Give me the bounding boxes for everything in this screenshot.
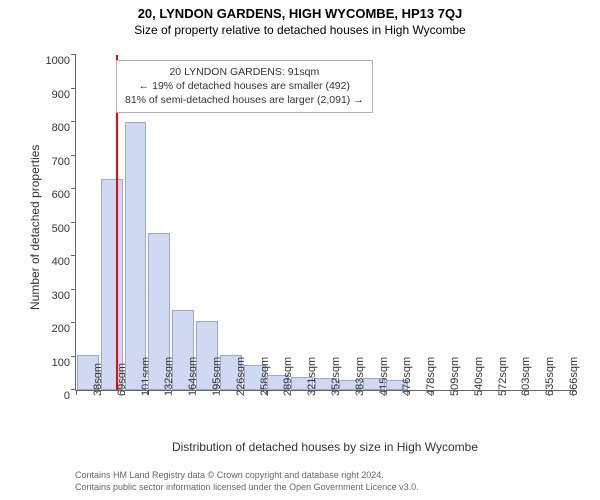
x-tick-mark <box>147 390 148 395</box>
annotation-line: ← 19% of detached houses are smaller (49… <box>125 79 364 93</box>
y-tick-label: 500 <box>52 223 76 235</box>
y-tick-label: 300 <box>52 290 76 302</box>
annotation-line: 20 LYNDON GARDENS: 91sqm <box>125 65 364 79</box>
y-tick-mark <box>71 54 76 55</box>
x-tick-label: 476sqm <box>401 357 413 396</box>
x-tick-mark <box>171 390 172 395</box>
x-tick-label: 352sqm <box>330 357 342 396</box>
y-tick-mark <box>71 121 76 122</box>
y-tick-mark <box>71 322 76 323</box>
x-tick-mark <box>409 390 410 395</box>
histogram-bar <box>125 122 147 390</box>
x-tick-label: 321sqm <box>306 357 318 396</box>
credit-line: Contains public sector information licen… <box>75 482 419 494</box>
x-tick-label: 478sqm <box>425 357 437 396</box>
y-tick-mark <box>71 155 76 156</box>
x-tick-mark <box>266 390 267 395</box>
chart-title-secondary: Size of property relative to detached ho… <box>0 21 600 37</box>
x-tick-mark <box>100 390 101 395</box>
x-tick-label: 509sqm <box>449 357 461 396</box>
y-tick-label: 100 <box>52 357 76 369</box>
x-tick-label: 603sqm <box>520 357 532 396</box>
x-tick-mark <box>243 390 244 395</box>
x-tick-label: 540sqm <box>473 357 485 396</box>
x-tick-mark <box>433 390 434 395</box>
y-tick-mark <box>71 255 76 256</box>
x-tick-mark <box>386 390 387 395</box>
x-tick-mark <box>290 390 291 395</box>
y-tick-label: 900 <box>52 89 76 101</box>
y-tick-mark <box>71 188 76 189</box>
x-tick-mark <box>219 390 220 395</box>
y-axis-label: Number of detached properties <box>28 145 42 310</box>
x-tick-mark <box>362 390 363 395</box>
x-tick-mark <box>481 390 482 395</box>
x-axis-label: Distribution of detached houses by size … <box>75 440 575 454</box>
x-tick-mark <box>338 390 339 395</box>
x-tick-label: 635sqm <box>544 357 556 396</box>
x-tick-label: 415sqm <box>378 357 390 396</box>
histogram-bar <box>101 179 123 390</box>
x-tick-mark <box>195 390 196 395</box>
x-tick-label: 383sqm <box>354 357 366 396</box>
annotation-line: 81% of semi-detached houses are larger (… <box>125 93 364 107</box>
x-tick-mark <box>457 390 458 395</box>
x-tick-mark <box>552 390 553 395</box>
y-tick-label: 400 <box>52 256 76 268</box>
y-tick-label: 200 <box>52 323 76 335</box>
y-tick-mark <box>71 88 76 89</box>
y-tick-label: 1000 <box>46 55 76 67</box>
x-tick-label: 666sqm <box>568 357 580 396</box>
x-tick-label: 572sqm <box>497 357 509 396</box>
y-tick-mark <box>71 222 76 223</box>
y-tick-label: 600 <box>52 189 76 201</box>
x-tick-mark <box>528 390 529 395</box>
x-tick-mark <box>314 390 315 395</box>
y-tick-label: 0 <box>64 390 76 402</box>
credit-line: Contains HM Land Registry data © Crown c… <box>75 470 419 482</box>
x-tick-mark <box>124 390 125 395</box>
annotation-box: 20 LYNDON GARDENS: 91sqm← 19% of detache… <box>116 60 373 113</box>
y-tick-label: 700 <box>52 156 76 168</box>
x-tick-mark <box>505 390 506 395</box>
chart-title-primary: 20, LYNDON GARDENS, HIGH WYCOMBE, HP13 7… <box>0 0 600 21</box>
y-tick-mark <box>71 356 76 357</box>
y-tick-mark <box>71 289 76 290</box>
credits-text: Contains HM Land Registry data © Crown c… <box>75 470 419 493</box>
x-tick-mark <box>76 390 77 395</box>
y-tick-label: 800 <box>52 122 76 134</box>
chart-container: { "meta":{"width":600,"height":500}, "ti… <box>0 0 600 500</box>
